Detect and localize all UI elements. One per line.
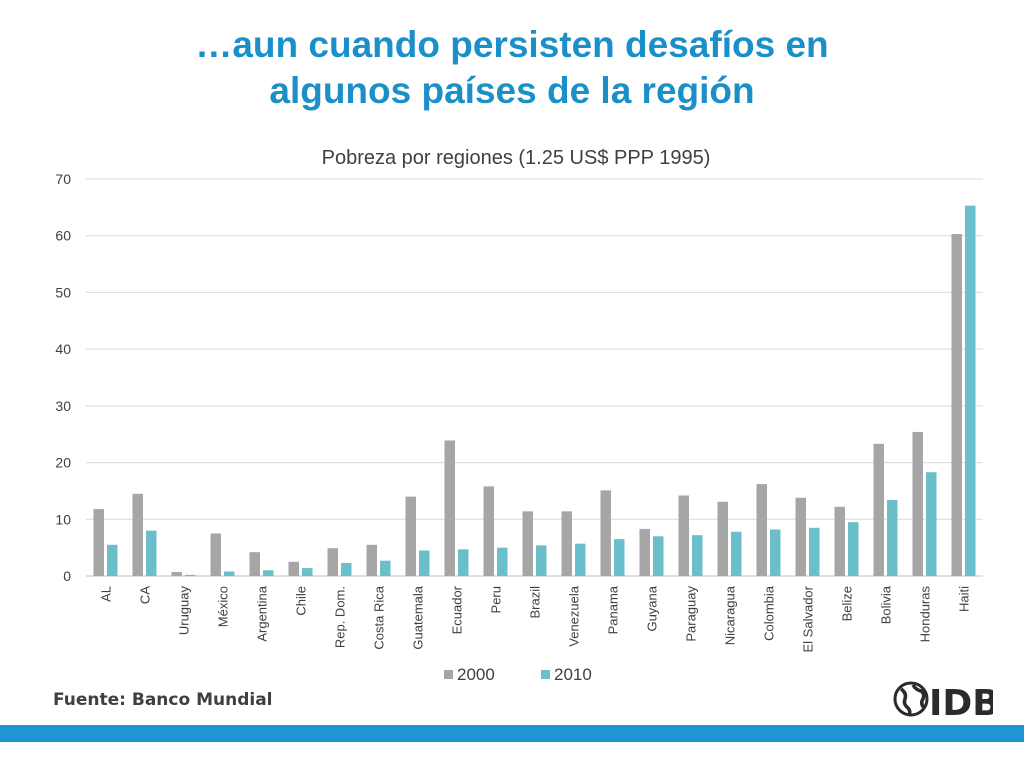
- x-tick-label: Argentina: [255, 585, 270, 641]
- bar-2000: [171, 572, 182, 576]
- x-tick-label: Honduras: [918, 586, 933, 643]
- bar-2000: [444, 440, 455, 576]
- bar-2000: [366, 544, 377, 576]
- y-tick-label: 40: [55, 341, 71, 357]
- y-tick-label: 70: [55, 171, 71, 187]
- x-tick-label: El Salvador: [801, 585, 816, 652]
- bar-2000: [93, 509, 104, 576]
- x-tick-label: CA: [138, 586, 153, 604]
- bar-2000: [288, 561, 299, 576]
- legend-label-2000: 2000: [457, 665, 495, 684]
- bar-2010: [887, 500, 898, 576]
- bar-2000: [951, 234, 962, 576]
- x-tick-label: Paraguay: [684, 586, 699, 642]
- bar-2010: [302, 568, 313, 576]
- x-tick-label: Chile: [294, 586, 309, 616]
- bar-2010: [107, 544, 118, 576]
- bar-2010: [692, 535, 703, 576]
- legend-swatch-2000: [444, 670, 453, 679]
- x-tick-label: Colombia: [762, 585, 777, 641]
- legend-label-2010: 2010: [554, 665, 592, 684]
- bar-2000: [639, 528, 650, 576]
- x-tick-label: AL: [99, 586, 114, 602]
- bar-2010: [575, 543, 586, 576]
- bar-2000: [600, 490, 611, 576]
- x-tick-label: Belize: [840, 586, 855, 621]
- y-tick-label: 60: [55, 228, 71, 244]
- bar-2010: [419, 550, 430, 576]
- x-tick-label: Uruguay: [177, 586, 192, 636]
- y-tick-label: 0: [63, 568, 71, 584]
- bar-2000: [561, 511, 572, 576]
- bar-2000: [210, 533, 221, 576]
- bar-2010: [653, 536, 664, 576]
- bar-2010: [965, 205, 976, 577]
- bar-2000: [483, 486, 494, 576]
- slide-title-line2: algunos países de la región: [269, 70, 755, 111]
- bar-2010: [224, 571, 235, 576]
- bar-2000: [678, 495, 689, 576]
- chart-title: Pobreza por regiones (1.25 US$ PPP 1995): [322, 147, 711, 169]
- bar-2000: [522, 511, 533, 576]
- x-tick-label: Rep. Dom.: [333, 586, 348, 648]
- x-tick-label: Nicaragua: [723, 585, 738, 645]
- x-tick-label: Guatemala: [411, 585, 426, 649]
- x-tick-label: Venezuela: [567, 585, 582, 646]
- logo-text: IDB: [929, 683, 993, 720]
- x-tick-label: Costa Rica: [372, 585, 387, 649]
- slide-title: …aun cuando persisten desafíos en alguno…: [0, 22, 1024, 114]
- bar-2010: [185, 574, 196, 576]
- bar-chart: Pobreza por regiones (1.25 US$ PPP 1995)…: [55, 147, 983, 684]
- bar-2010: [614, 539, 625, 576]
- bar-2010: [848, 522, 859, 576]
- y-tick-label: 20: [55, 455, 71, 471]
- x-tick-label: Brazil: [528, 586, 543, 619]
- x-tick-label: Peru: [489, 586, 504, 613]
- x-tick-label: Panama: [606, 585, 621, 634]
- bar-2010: [458, 549, 469, 576]
- x-tick-label: Ecuador: [450, 585, 465, 634]
- bar-2010: [497, 547, 508, 576]
- y-tick-label: 30: [55, 398, 71, 414]
- bar-2000: [327, 548, 338, 576]
- y-tick-label: 50: [55, 284, 71, 300]
- bar-2000: [249, 552, 260, 576]
- globe-icon: [893, 681, 929, 717]
- bar-2010: [926, 472, 937, 576]
- bar-2010: [536, 545, 547, 576]
- x-tick-label: Bolivia: [879, 585, 894, 624]
- bar-2000: [756, 484, 767, 576]
- bar-2000: [132, 493, 143, 576]
- y-tick-label: 10: [55, 511, 71, 527]
- bar-2010: [341, 562, 352, 576]
- bar-2010: [263, 570, 274, 576]
- x-tick-label: Haiti: [957, 586, 972, 612]
- bar-2000: [405, 496, 416, 576]
- slide-title-line1: …aun cuando persisten desafíos en: [195, 24, 829, 65]
- x-tick-label: México: [216, 586, 231, 627]
- bar-2000: [873, 443, 884, 576]
- bar-2010: [809, 527, 820, 576]
- bar-2000: [834, 506, 845, 576]
- x-tick-label: Guyana: [645, 585, 660, 631]
- bar-2000: [912, 431, 923, 576]
- bar-2010: [770, 529, 781, 576]
- bottom-bar: [0, 725, 1024, 742]
- source-note: Fuente: Banco Mundial: [53, 690, 273, 710]
- bar-2000: [795, 497, 806, 576]
- bar-2010: [146, 530, 157, 576]
- legend-swatch-2010: [541, 670, 550, 679]
- idb-logo: IDB: [893, 681, 993, 720]
- bar-2000: [717, 501, 728, 576]
- bar-2010: [380, 560, 391, 576]
- bar-2010: [731, 531, 742, 576]
